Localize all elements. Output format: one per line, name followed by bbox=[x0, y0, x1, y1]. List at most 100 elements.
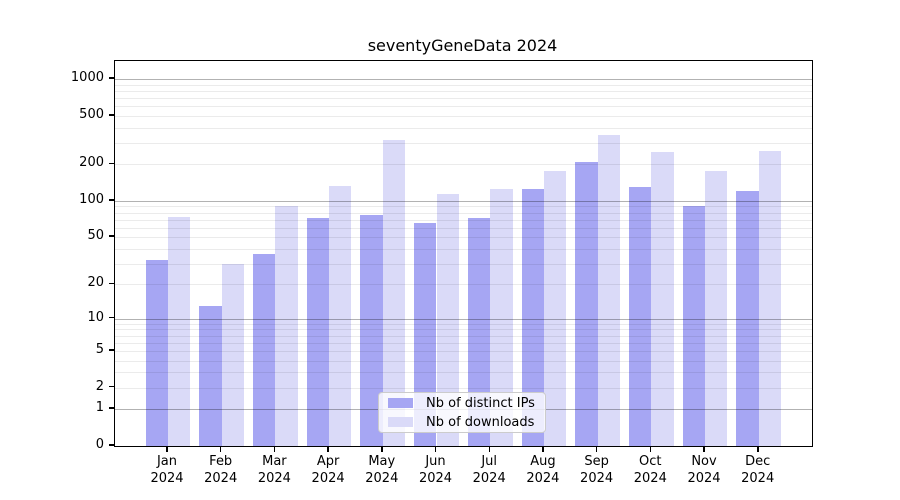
y-tick-label: 100 bbox=[79, 191, 104, 207]
minor-gridline bbox=[115, 248, 812, 250]
bar-ips-jan bbox=[145, 260, 168, 446]
minor-gridline bbox=[115, 164, 812, 166]
x-tick-year: 2024 bbox=[580, 471, 614, 486]
legend-swatch-downloads bbox=[388, 417, 413, 427]
minor-gridline bbox=[115, 329, 812, 331]
x-tick-label: Jan 2024 bbox=[127, 453, 207, 487]
legend-label: Nb of distinct IPs bbox=[426, 395, 535, 411]
x-tick-year: 2024 bbox=[418, 471, 453, 486]
x-tick-month: Sep bbox=[584, 454, 609, 469]
x-tick-month: Aug bbox=[530, 454, 556, 469]
x-tick-month: Jun bbox=[425, 454, 446, 469]
minor-gridline bbox=[115, 98, 812, 99]
bar-ips-mar bbox=[253, 254, 276, 446]
minor-gridline bbox=[115, 106, 812, 108]
bar-ips-apr bbox=[306, 218, 330, 446]
x-tick-mark bbox=[327, 446, 329, 452]
bar-ips-oct bbox=[628, 187, 652, 446]
bar-ips-may bbox=[360, 215, 383, 446]
minor-gridline bbox=[115, 335, 812, 337]
bar-ips-jun bbox=[414, 222, 437, 446]
bar-downloads-may bbox=[382, 140, 406, 446]
minor-gridline bbox=[115, 115, 812, 117]
x-tick-mark bbox=[273, 446, 276, 452]
x-tick-mark bbox=[219, 446, 222, 452]
bar-ips-dec bbox=[736, 191, 759, 446]
minor-gridline bbox=[115, 206, 812, 208]
x-tick-month: Jan bbox=[156, 454, 178, 469]
x-tick-month: May bbox=[368, 454, 396, 469]
bar-ips-jul bbox=[467, 218, 491, 446]
x-tick-month: Mar bbox=[262, 454, 287, 469]
minor-gridline bbox=[115, 212, 812, 214]
y-tick-mark bbox=[109, 385, 114, 388]
minor-gridline bbox=[115, 84, 812, 86]
y-tick-label: 200 bbox=[79, 155, 104, 171]
y-tick-label: 1 bbox=[95, 400, 104, 416]
bar-downloads-aug bbox=[543, 171, 567, 446]
y-tick-mark bbox=[109, 349, 114, 351]
legend-swatch-distinct-ips bbox=[388, 398, 413, 408]
x-tick-label: May 2024 bbox=[342, 453, 422, 487]
y-tick-mark bbox=[109, 316, 114, 319]
minor-gridline bbox=[115, 360, 812, 362]
chart-title: seventyGeneData 2024 bbox=[367, 36, 558, 55]
bar-downloads-jan bbox=[168, 216, 191, 446]
legend-row: Nb of distinct IPs bbox=[379, 396, 545, 411]
x-tick-year: 2024 bbox=[311, 471, 345, 486]
major-gridline bbox=[115, 200, 812, 202]
bar-downloads-nov bbox=[705, 171, 728, 446]
x-tick-month: Feb bbox=[209, 454, 233, 469]
x-tick-mark bbox=[757, 446, 759, 452]
bar-downloads-jul bbox=[490, 189, 513, 446]
minor-gridline bbox=[115, 219, 812, 221]
legend: Nb of distinct IPs Nb of downloads bbox=[378, 392, 546, 433]
y-tick-mark bbox=[109, 114, 114, 116]
bar-ips-nov bbox=[682, 205, 705, 446]
y-tick-label: 10 bbox=[87, 309, 104, 325]
x-tick-year: 2024 bbox=[741, 471, 775, 486]
x-tick-label: Jun 2024 bbox=[396, 453, 476, 487]
x-tick-year: 2024 bbox=[150, 471, 184, 486]
x-tick-mark bbox=[381, 446, 383, 452]
minor-gridline bbox=[115, 237, 812, 239]
plot-area: Nb of distinct IPs Nb of downloads bbox=[114, 60, 813, 447]
y-tick-label: 5 bbox=[95, 341, 104, 357]
bar-ips-aug bbox=[521, 189, 544, 446]
x-tick-month: Apr bbox=[316, 454, 340, 469]
x-tick-label: Dec 2024 bbox=[718, 453, 798, 487]
minor-gridline bbox=[115, 350, 812, 352]
minor-gridline bbox=[115, 127, 812, 129]
y-tick-mark bbox=[109, 282, 114, 284]
bar-downloads-sep bbox=[597, 135, 620, 446]
y-tick-label: 500 bbox=[79, 106, 104, 122]
x-tick-label: Nov 2024 bbox=[664, 453, 744, 487]
x-tick-mark bbox=[649, 446, 651, 452]
x-tick-mark bbox=[166, 446, 168, 452]
x-tick-month: Dec bbox=[745, 454, 771, 469]
x-tick-label: Sep 2024 bbox=[557, 453, 637, 487]
y-tick-mark bbox=[109, 199, 114, 201]
minor-gridline bbox=[115, 90, 812, 92]
x-tick-year: 2024 bbox=[365, 471, 399, 486]
x-tick-year: 2024 bbox=[204, 471, 238, 486]
minor-gridline bbox=[115, 372, 812, 374]
bar-downloads-dec bbox=[758, 151, 782, 446]
x-tick-year: 2024 bbox=[687, 471, 721, 486]
x-tick-label: Feb 2024 bbox=[181, 453, 261, 487]
major-gridline bbox=[115, 318, 812, 320]
minor-gridline bbox=[115, 323, 812, 325]
y-tick-mark bbox=[109, 162, 114, 165]
x-tick-mark bbox=[703, 446, 705, 452]
y-tick-label: 50 bbox=[87, 228, 104, 244]
bar-downloads-feb bbox=[221, 263, 245, 446]
bar-downloads-apr bbox=[329, 186, 352, 446]
bar-ips-sep bbox=[575, 162, 598, 446]
minor-gridline bbox=[115, 342, 812, 344]
x-tick-month: Oct bbox=[639, 454, 662, 469]
y-tick-mark bbox=[109, 77, 114, 79]
x-tick-mark bbox=[488, 446, 490, 452]
x-tick-month: Jul bbox=[481, 454, 498, 469]
legend-row: Nb of downloads bbox=[379, 415, 545, 430]
